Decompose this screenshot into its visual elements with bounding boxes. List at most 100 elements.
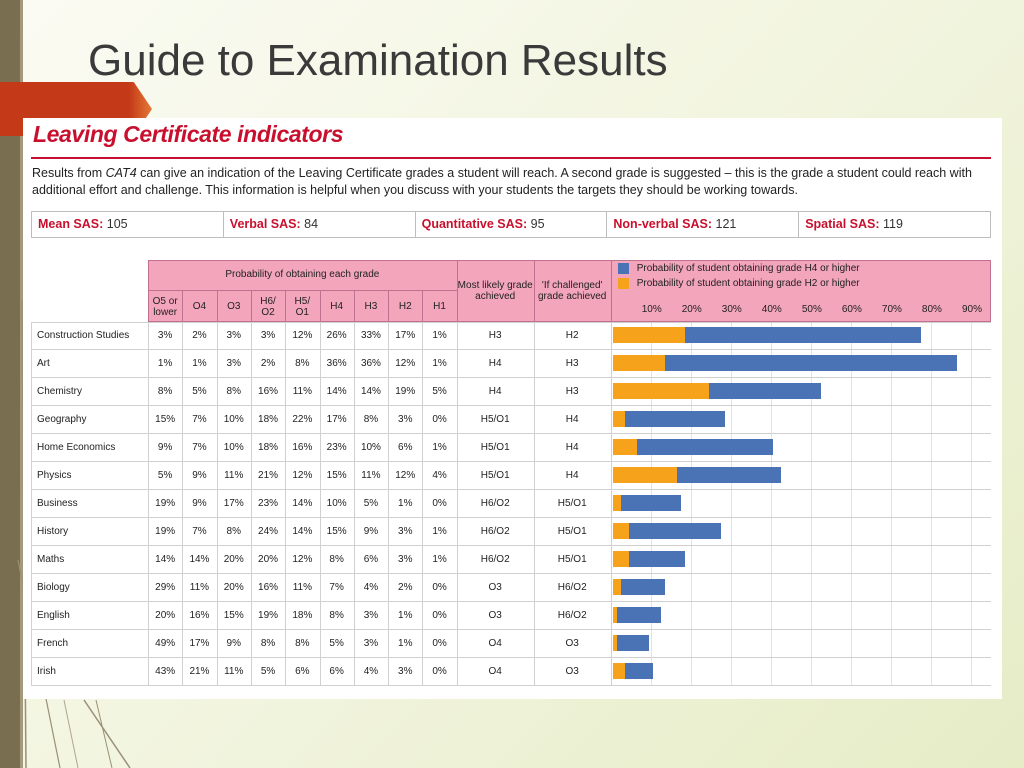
grade-probability: 7% bbox=[329, 582, 344, 593]
grade-header-divider bbox=[285, 291, 287, 322]
grade-probability: 15% bbox=[155, 414, 176, 425]
grade-probability: 19% bbox=[395, 386, 416, 397]
grade-probability: 2% bbox=[398, 582, 413, 593]
grade-probability: 12% bbox=[292, 470, 313, 481]
h4-or-higher-bar bbox=[664, 355, 957, 371]
grade-probability: 8% bbox=[363, 414, 379, 425]
table-row: Geography 15% 7% 10% 18% 22% 17% 8% 3% 0% H5/O1 H4 bbox=[31, 406, 991, 434]
most-likely-grade: H5/O1 bbox=[480, 414, 510, 425]
grade-probability: 9% bbox=[226, 638, 241, 649]
h2-or-higher-bar bbox=[612, 439, 637, 455]
grade-probability: 36% bbox=[360, 358, 381, 369]
grade-probability: 5% bbox=[157, 470, 173, 481]
legend-swatch bbox=[617, 263, 629, 274]
percent-tick-label: 10% bbox=[641, 304, 662, 315]
percent-tick-label: 90% bbox=[961, 304, 982, 315]
intro-text: Results from CAT4 can give an indication… bbox=[32, 165, 992, 199]
grade-probability: 19% bbox=[258, 610, 279, 621]
h2-or-higher-bar bbox=[612, 551, 629, 567]
most-likely-grade: H6/O2 bbox=[480, 498, 510, 509]
grade-probability: 1% bbox=[432, 526, 447, 537]
grade-probability: 3% bbox=[398, 554, 413, 565]
grade-probability: 33% bbox=[360, 330, 381, 341]
h4-or-higher-bar bbox=[620, 579, 665, 595]
grade-header: H3 bbox=[364, 301, 378, 312]
sas-label: Non-verbal SAS: bbox=[613, 217, 713, 231]
table-row: Physics 5% 9% 11% 21% 12% 15% 11% 12% 4% H5/O1 H4 bbox=[31, 462, 991, 490]
if-challenged-grade: H4 bbox=[565, 442, 579, 453]
grade-probability: 5% bbox=[363, 498, 379, 509]
grade-header-divider bbox=[353, 291, 355, 322]
subject-name: Irish bbox=[37, 666, 56, 677]
subject-name: Geography bbox=[37, 414, 87, 425]
grade-probability: 7% bbox=[192, 526, 207, 537]
grade-header: H5/ O1 bbox=[294, 295, 311, 318]
if-challenged-grade: H5/O1 bbox=[557, 554, 587, 565]
most-likely-grade: H6/O2 bbox=[480, 526, 510, 537]
percent-tick-label: 80% bbox=[921, 304, 942, 315]
sas-value: 121 bbox=[712, 217, 737, 231]
subject-name: Chemistry bbox=[37, 386, 83, 397]
grade-probability: 24% bbox=[258, 526, 279, 537]
subject-name: Construction Studies bbox=[37, 330, 130, 341]
grade-probability: 14% bbox=[189, 554, 210, 565]
if-challenged-grade: O3 bbox=[565, 666, 579, 677]
column-rule bbox=[456, 322, 458, 686]
grade-probability: 16% bbox=[258, 582, 279, 593]
group-header-rule bbox=[148, 290, 457, 291]
grade-probability: 20% bbox=[258, 554, 279, 565]
grade-probability: 18% bbox=[258, 414, 279, 425]
grade-header-divider bbox=[422, 291, 424, 322]
grade-probability: 15% bbox=[223, 610, 244, 621]
grade-probability: 3% bbox=[260, 330, 276, 341]
h2-or-higher-bar bbox=[612, 635, 617, 651]
grade-probability: 19% bbox=[155, 498, 176, 509]
chart-gridline bbox=[970, 322, 972, 686]
if-challenged-grade: H5/O1 bbox=[557, 498, 587, 509]
grade-probability: 1% bbox=[432, 554, 447, 565]
grade-probability: 6% bbox=[398, 442, 413, 453]
sas-label: Mean SAS: bbox=[38, 217, 104, 231]
grade-probability: 14% bbox=[155, 554, 176, 565]
sas-cell: Quantitative SAS: 95 bbox=[416, 212, 608, 237]
h2-or-higher-bar bbox=[612, 495, 621, 511]
grade-probability: 1% bbox=[432, 442, 447, 453]
slide-title: Guide to Examination Results bbox=[88, 36, 668, 85]
if-challenged-header: 'If challenged' grade achieved bbox=[537, 280, 607, 302]
column-rule bbox=[610, 322, 612, 686]
grade-probability: 1% bbox=[398, 638, 413, 649]
grade-probability: 9% bbox=[157, 442, 173, 453]
h2-or-higher-bar bbox=[612, 663, 625, 679]
grade-probability: 20% bbox=[223, 554, 244, 565]
grade-probability: 0% bbox=[432, 666, 447, 677]
grade-probability: 11% bbox=[292, 582, 312, 593]
if-challenged-grade: H3 bbox=[565, 386, 579, 397]
table-row: History 19% 7% 8% 24% 14% 15% 9% 3% 1% H6/O2 H5/O1 bbox=[31, 518, 991, 546]
grade-probability: 0% bbox=[432, 638, 447, 649]
subject-name: Home Economics bbox=[37, 442, 116, 453]
grade-probability: 15% bbox=[326, 470, 347, 481]
grade-probability: 19% bbox=[155, 526, 176, 537]
grade-probability: 18% bbox=[258, 442, 279, 453]
most-likely-grade: H3 bbox=[488, 330, 502, 341]
grade-probability: 3% bbox=[226, 358, 241, 369]
sas-cell: Non-verbal SAS: 121 bbox=[607, 212, 800, 237]
h4-or-higher-bar bbox=[616, 635, 649, 651]
grade-probability: 6% bbox=[295, 666, 310, 677]
grade-probability: 16% bbox=[258, 386, 279, 397]
grade-header-divider bbox=[182, 291, 184, 322]
h2-or-higher-bar bbox=[612, 523, 629, 539]
grade-header: O3 bbox=[227, 301, 241, 312]
grade-probability: 3% bbox=[157, 330, 173, 341]
grade-header-divider bbox=[388, 291, 390, 322]
grade-probability: 16% bbox=[189, 610, 210, 621]
subject-name: Physics bbox=[37, 470, 72, 481]
grade-probability: 18% bbox=[292, 610, 313, 621]
column-rule bbox=[250, 322, 252, 686]
sas-cell: Mean SAS: 105 bbox=[32, 212, 224, 237]
chart-gridline bbox=[850, 322, 852, 686]
grade-probability: 29% bbox=[155, 582, 176, 593]
subject-name: French bbox=[37, 638, 69, 649]
subject-name: English bbox=[37, 610, 70, 621]
grade-probability: 4% bbox=[432, 470, 447, 481]
